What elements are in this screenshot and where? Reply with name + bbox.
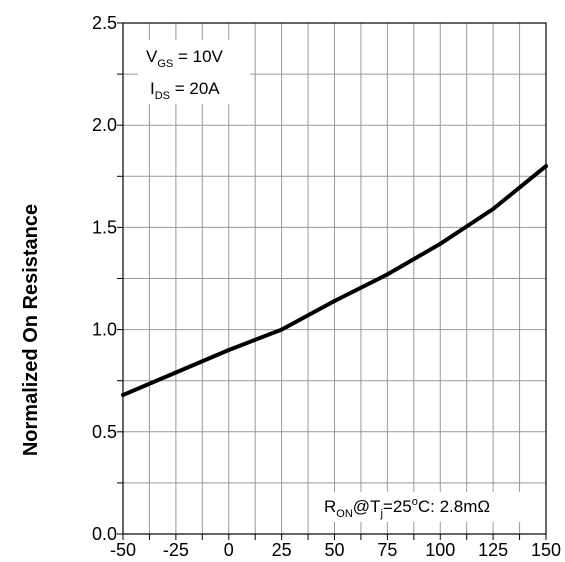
x-tick-label: 25 — [272, 540, 292, 560]
annotation-ids: IDS = 20A — [150, 79, 220, 102]
ron-at-t: @T — [353, 497, 381, 516]
x-axis-tick-labels: -50 -25 0 25 50 75 100 125 150 — [110, 540, 561, 560]
data-point — [121, 393, 125, 398]
ron-tj-subscript: j — [379, 508, 382, 520]
data-point — [385, 272, 390, 277]
x-tick-label: 125 — [478, 540, 508, 560]
data-point — [332, 298, 337, 303]
data-point — [279, 327, 284, 332]
ron-symbol: R — [324, 497, 336, 516]
x-tick-label: 75 — [377, 540, 397, 560]
data-point — [173, 370, 178, 375]
x-tick-label: -50 — [110, 540, 136, 560]
ron-temp: =25 — [383, 497, 412, 516]
y-tick-label: 0.0 — [92, 524, 117, 544]
data-point — [438, 241, 443, 246]
ron-value: C: 2.8mΩ — [418, 497, 490, 516]
y-tick-label: 0.5 — [92, 422, 117, 442]
y-tick-label: 2.0 — [92, 115, 117, 135]
data-point — [544, 164, 548, 169]
vgs-value: = 10V — [173, 47, 223, 66]
data-point — [226, 348, 231, 353]
vgs-subscript: GS — [157, 58, 173, 70]
axis-ticks — [117, 22, 547, 540]
data-point — [491, 207, 496, 212]
x-tick-label: 0 — [224, 540, 234, 560]
ron-degree: o — [412, 496, 418, 508]
y-axis-label: Normalized On Resistance — [20, 204, 42, 456]
y-tick-label: 1.5 — [92, 217, 117, 237]
x-tick-label: 100 — [425, 540, 455, 560]
series-points — [121, 164, 548, 398]
ids-subscript: DS — [155, 90, 170, 102]
vgs-symbol: V — [146, 47, 158, 66]
svg-text:RON@Tj=25oC: 2.8mΩ: RON@Tj=25oC: 2.8mΩ — [324, 496, 490, 520]
y-axis-tick-labels: 0.0 0.5 1.0 1.5 2.0 2.5 — [92, 13, 117, 544]
y-tick-label: 1.0 — [92, 320, 117, 340]
annotation-ron: RON@Tj=25oC: 2.8mΩ — [318, 492, 545, 522]
annotation-vgs: VGS = 10V IDS = 20A — [138, 40, 250, 104]
ids-symbol: I — [150, 79, 155, 98]
x-tick-label: 150 — [531, 540, 561, 560]
ron-subscript: ON — [336, 508, 353, 520]
x-tick-label: 50 — [324, 540, 344, 560]
svg-text:VGS = 10V: VGS = 10V — [146, 47, 224, 70]
ids-value: = 20A — [170, 79, 220, 98]
y-tick-label: 2.5 — [92, 13, 117, 33]
x-tick-label: -25 — [163, 540, 189, 560]
